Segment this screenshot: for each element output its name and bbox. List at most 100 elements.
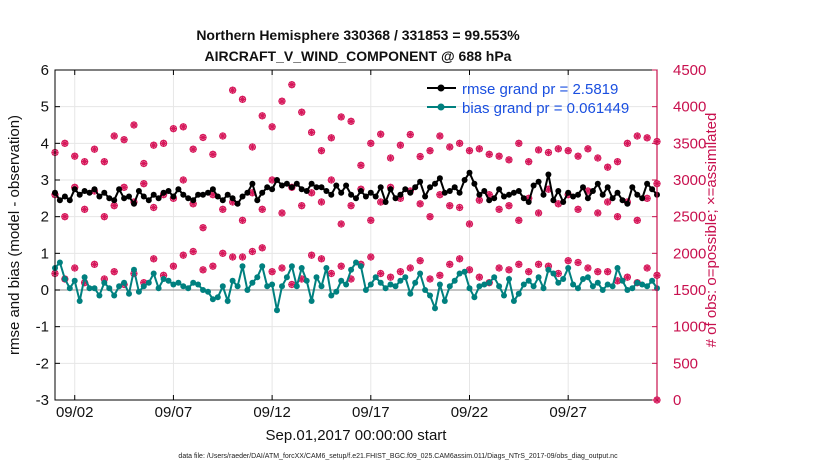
obs-circle [604, 198, 612, 206]
obs-circle [623, 139, 631, 147]
rmse-point [510, 189, 517, 196]
rmse-point [323, 188, 330, 194]
obs-point-high [258, 112, 266, 120]
bias-point [126, 290, 132, 297]
rmse-point [515, 188, 522, 194]
legend-label-rmse: rmse grand pr = 2.5819 [462, 81, 618, 98]
left-tick-label: 5 [41, 99, 49, 116]
right-tick-label: 2000 [673, 245, 706, 262]
obs-circle [613, 213, 622, 221]
obs-circle [436, 271, 444, 279]
right-tick-label: 4000 [673, 99, 706, 116]
obs-circle [150, 141, 158, 149]
right-tick-label: 3500 [673, 135, 706, 152]
obs-circle [436, 132, 444, 140]
obs-circle [406, 130, 414, 139]
obs-circle [130, 121, 138, 129]
obs-point-low [150, 255, 158, 263]
rmse-point [160, 189, 167, 196]
obs-point-high [613, 158, 622, 166]
right-tick-label: 3000 [673, 172, 706, 189]
obs-point-high [495, 152, 503, 160]
obs-circle [377, 269, 385, 278]
obs-point-high [347, 117, 355, 125]
rmse-point [180, 191, 187, 198]
obs-point-mid [505, 202, 513, 210]
obs-circle [219, 205, 227, 213]
rmse-point [293, 180, 300, 187]
rmse-point [367, 189, 374, 196]
obs-circle [446, 260, 454, 268]
rmse-point [530, 182, 537, 189]
obs-circle [110, 132, 118, 140]
obs-circle [189, 145, 197, 153]
legend-marker-bias [437, 103, 445, 111]
obs-point-low [317, 255, 326, 263]
obs-circle [120, 136, 128, 144]
bias-point [412, 279, 419, 286]
obs-point-high [150, 141, 158, 149]
bias-point [190, 279, 197, 286]
obs-circle [110, 268, 118, 276]
obs-point-low [377, 269, 385, 278]
obs-point-high [189, 145, 197, 153]
bias-point [461, 268, 468, 275]
obs-circle [456, 139, 464, 147]
rmse-point [308, 180, 315, 187]
x-tick-label: 09/22 [451, 404, 489, 421]
bias-point [481, 281, 488, 288]
obs-circle [199, 266, 207, 274]
rmse-point [106, 195, 113, 202]
rmse-point [219, 197, 226, 204]
rmse-point [570, 193, 577, 200]
bias-point [629, 285, 636, 292]
left-tick-label: -3 [36, 392, 49, 409]
obs-point-low [594, 268, 602, 276]
obs-point-low [179, 251, 187, 259]
data-file-footnote: data file: /Users/raeder/DAI/ATM_forcXX/… [178, 453, 618, 460]
bias-point [451, 277, 458, 284]
obs-point-high [525, 158, 533, 166]
obs-point-high [396, 141, 405, 149]
obs-point-low [396, 268, 405, 276]
obs-circle [367, 253, 375, 261]
rmse-point [397, 191, 404, 198]
obs-point-low [426, 275, 434, 283]
x-tick-label: 09/17 [352, 404, 390, 421]
obs-circle [456, 255, 464, 263]
rmse-point [338, 189, 345, 196]
obs-circle [258, 244, 266, 252]
obs-point-mid [633, 216, 641, 224]
obs-circle [268, 123, 276, 131]
axes: 09/02 09/07 09/12 09/17 09/22 09/27 -3 -2 -1 0 1 2 3… [36, 62, 707, 421]
obs-point-high [140, 159, 148, 168]
bias-point [565, 265, 572, 271]
obs-point-low [367, 253, 375, 261]
obs-point-high [446, 143, 454, 151]
rmse-point [239, 193, 246, 200]
bias-point [239, 263, 246, 270]
obs-circle [377, 130, 385, 138]
obs-point-mid [416, 200, 424, 208]
obs-circle [219, 249, 227, 257]
obs-circle [386, 154, 395, 162]
obs-point-low [623, 273, 631, 281]
obs-point-low [100, 275, 108, 283]
obs-circle [229, 86, 237, 94]
rmse-point [441, 189, 448, 196]
obs-point-low [71, 264, 79, 272]
bias-point [318, 283, 325, 290]
obs-point-high [436, 132, 444, 140]
bias-point [348, 266, 355, 273]
obs-point-high [337, 113, 345, 121]
rmse-point [205, 189, 211, 196]
obs-circle [574, 152, 582, 160]
obs-circle [495, 205, 503, 213]
bias-point [580, 276, 586, 282]
obs-circle [317, 198, 326, 206]
x-tick-label: 09/12 [253, 404, 291, 421]
bias-point [155, 285, 162, 292]
obs-point-low [288, 280, 296, 289]
bias-point [362, 287, 369, 293]
bias-point [214, 294, 221, 301]
